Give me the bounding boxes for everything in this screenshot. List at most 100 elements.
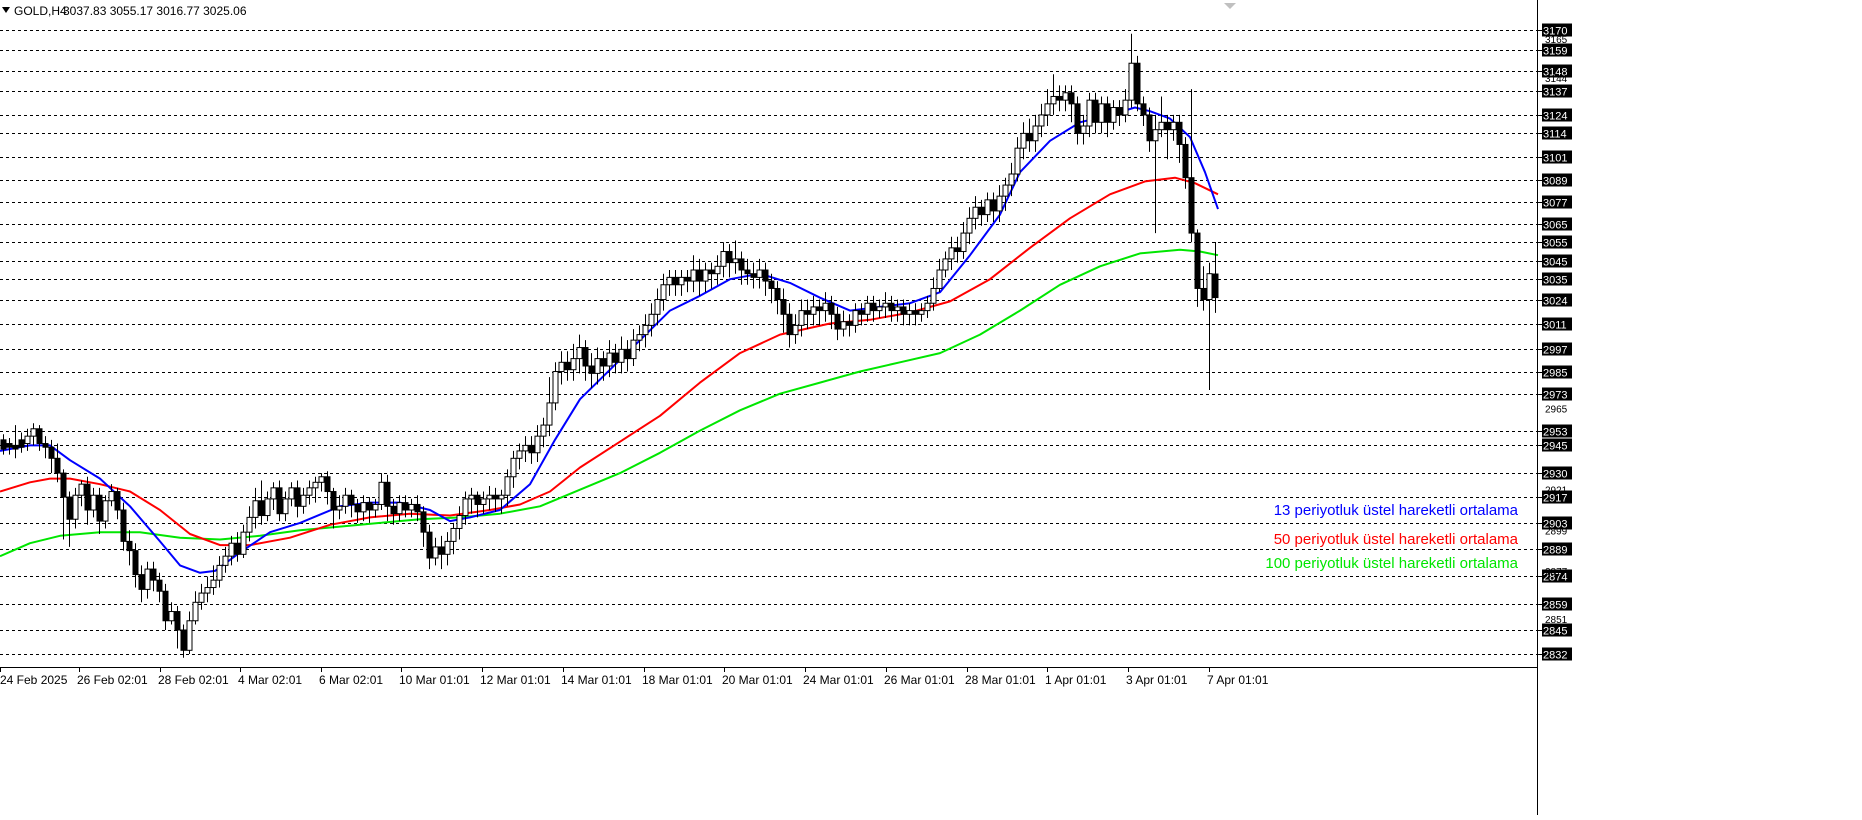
candle[interactable] <box>396 495 403 522</box>
candle[interactable] <box>726 244 733 278</box>
candle[interactable] <box>1014 137 1021 182</box>
candle[interactable] <box>456 506 463 540</box>
candle[interactable] <box>186 611 193 654</box>
candle[interactable] <box>72 487 79 529</box>
candle[interactable] <box>258 480 265 525</box>
candle[interactable] <box>576 334 583 374</box>
candle[interactable] <box>1056 85 1063 112</box>
candle[interactable] <box>174 606 181 649</box>
candle[interactable] <box>912 303 919 326</box>
candle[interactable] <box>1158 96 1165 138</box>
candle[interactable] <box>636 325 643 352</box>
candle[interactable] <box>0 434 7 455</box>
triangle-down-marker[interactable] <box>1224 3 1236 9</box>
candle[interactable] <box>990 192 997 222</box>
candle[interactable] <box>48 439 55 474</box>
candle[interactable] <box>282 491 289 522</box>
candle[interactable] <box>1050 74 1057 115</box>
candle[interactable] <box>774 281 781 315</box>
candle[interactable] <box>348 489 355 518</box>
candle[interactable] <box>222 546 229 573</box>
candle[interactable] <box>1146 107 1153 152</box>
candle[interactable] <box>1212 241 1219 313</box>
candle[interactable] <box>828 295 835 330</box>
candle[interactable] <box>1194 229 1201 307</box>
candle[interactable] <box>132 543 139 588</box>
candle[interactable] <box>960 222 967 259</box>
candle[interactable] <box>138 565 145 603</box>
candle[interactable] <box>336 495 343 520</box>
candle[interactable] <box>54 443 61 483</box>
candle[interactable] <box>420 506 427 547</box>
candle[interactable] <box>18 432 25 453</box>
candle[interactable] <box>384 474 391 522</box>
candle[interactable] <box>1086 92 1093 138</box>
candle[interactable] <box>1026 118 1033 152</box>
candle[interactable] <box>690 255 697 293</box>
candle[interactable] <box>1074 96 1081 145</box>
candle[interactable] <box>1188 89 1195 243</box>
candle[interactable] <box>300 487 307 514</box>
candle[interactable] <box>600 351 607 381</box>
candle[interactable] <box>1134 55 1141 112</box>
candle[interactable] <box>450 522 457 555</box>
candle[interactable] <box>480 491 487 514</box>
candle[interactable] <box>234 532 241 562</box>
candle[interactable] <box>792 314 799 344</box>
candle[interactable] <box>1062 85 1069 112</box>
candle[interactable] <box>354 498 361 523</box>
candle[interactable] <box>1116 100 1123 126</box>
candle[interactable] <box>168 602 175 625</box>
candle[interactable] <box>408 498 415 518</box>
candlesticks[interactable] <box>0 33 1219 658</box>
candle[interactable] <box>888 295 895 322</box>
candle[interactable] <box>1182 137 1189 189</box>
candle[interactable] <box>1140 96 1147 126</box>
candle[interactable] <box>198 583 205 610</box>
candle[interactable] <box>906 303 913 326</box>
candle[interactable] <box>96 487 103 534</box>
candle[interactable] <box>114 487 121 520</box>
candle[interactable] <box>192 591 199 625</box>
candle[interactable] <box>318 473 325 492</box>
candle[interactable] <box>822 292 829 322</box>
candle[interactable] <box>162 583 169 630</box>
candle[interactable] <box>762 262 769 296</box>
candle[interactable] <box>1068 85 1075 123</box>
candle[interactable] <box>1008 162 1015 197</box>
candle[interactable] <box>684 270 691 293</box>
candle[interactable] <box>642 314 649 348</box>
candle[interactable] <box>366 497 373 523</box>
candle[interactable] <box>894 299 901 322</box>
candle[interactable] <box>582 340 589 381</box>
candle[interactable] <box>798 299 805 337</box>
candle[interactable] <box>102 495 109 529</box>
candle[interactable] <box>594 347 601 385</box>
candle[interactable] <box>552 362 559 411</box>
candle[interactable] <box>84 476 91 525</box>
candle[interactable] <box>780 288 787 333</box>
candle[interactable] <box>1020 122 1027 160</box>
candle[interactable] <box>720 242 727 278</box>
candle[interactable] <box>606 340 613 378</box>
candle[interactable] <box>948 236 955 270</box>
candle[interactable] <box>966 207 973 245</box>
candle[interactable] <box>1128 33 1135 108</box>
candle[interactable] <box>810 295 817 326</box>
candle[interactable] <box>744 258 751 285</box>
candle[interactable] <box>1170 114 1177 141</box>
candle[interactable] <box>330 487 337 529</box>
candle[interactable] <box>1200 266 1207 311</box>
candle[interactable] <box>936 258 943 293</box>
candle[interactable] <box>246 506 253 542</box>
candle[interactable] <box>732 240 739 274</box>
candle[interactable] <box>858 303 865 326</box>
candle[interactable] <box>852 303 859 333</box>
candle[interactable] <box>546 377 553 437</box>
candle[interactable] <box>678 270 685 296</box>
candle[interactable] <box>564 351 571 381</box>
candle[interactable] <box>108 484 115 507</box>
candle[interactable] <box>750 262 757 289</box>
